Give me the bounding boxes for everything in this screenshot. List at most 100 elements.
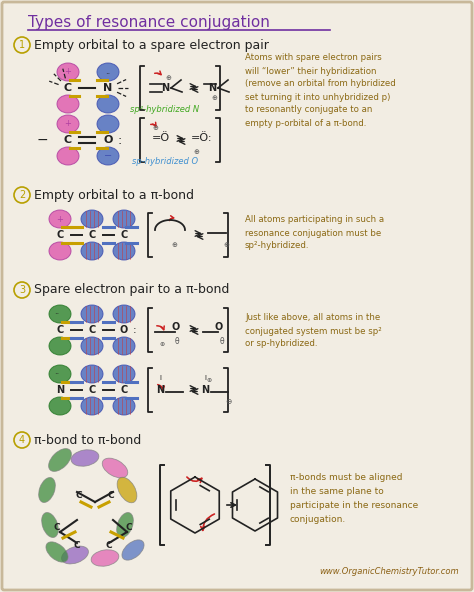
Text: =Ö:: =Ö: xyxy=(191,133,212,143)
Text: C: C xyxy=(76,491,82,500)
Text: ⊕: ⊕ xyxy=(171,242,177,248)
Text: O: O xyxy=(103,135,113,145)
Text: I: I xyxy=(204,375,206,381)
Text: C: C xyxy=(64,135,72,145)
Text: N: N xyxy=(208,83,216,93)
Text: ..: .. xyxy=(105,67,110,76)
Text: in the same plane to: in the same plane to xyxy=(290,487,384,497)
Text: www.OrganicChemistryTutor.com: www.OrganicChemistryTutor.com xyxy=(319,568,459,577)
Ellipse shape xyxy=(113,210,135,228)
Text: ⊕: ⊕ xyxy=(152,125,158,131)
Text: +: + xyxy=(56,214,64,224)
Ellipse shape xyxy=(113,242,135,260)
Ellipse shape xyxy=(49,305,71,323)
Ellipse shape xyxy=(49,365,71,383)
Text: conjugated system must be sp²: conjugated system must be sp² xyxy=(245,327,382,336)
Text: C: C xyxy=(88,385,96,395)
FancyArrowPatch shape xyxy=(151,123,156,126)
Text: N: N xyxy=(56,385,64,395)
Text: sp-hybridized O: sp-hybridized O xyxy=(132,157,198,166)
Ellipse shape xyxy=(81,397,103,415)
Text: C: C xyxy=(88,230,96,240)
Ellipse shape xyxy=(97,115,119,133)
Text: π-bonds must be aligned: π-bonds must be aligned xyxy=(290,474,402,482)
Text: participate in the resonance: participate in the resonance xyxy=(290,501,418,510)
Ellipse shape xyxy=(57,63,79,81)
Text: Empty orbital to a π-bond: Empty orbital to a π-bond xyxy=(34,188,194,201)
Ellipse shape xyxy=(42,513,58,538)
Text: :: : xyxy=(133,325,137,335)
Text: C: C xyxy=(120,230,128,240)
Text: C: C xyxy=(108,491,114,500)
Text: I: I xyxy=(159,375,161,381)
Ellipse shape xyxy=(91,550,119,566)
Ellipse shape xyxy=(113,365,135,383)
Text: +: + xyxy=(64,67,72,76)
Text: ⊕: ⊕ xyxy=(165,75,171,81)
Ellipse shape xyxy=(49,449,72,471)
Text: =Ö: =Ö xyxy=(152,133,170,143)
Text: 2: 2 xyxy=(19,190,25,200)
Text: will “lower” their hybridization: will “lower” their hybridization xyxy=(245,66,376,76)
Ellipse shape xyxy=(81,210,103,228)
Text: ⊖: ⊖ xyxy=(225,397,231,407)
Text: N: N xyxy=(161,83,169,93)
FancyArrowPatch shape xyxy=(201,514,214,530)
Ellipse shape xyxy=(113,397,135,415)
Text: C: C xyxy=(54,523,60,532)
Text: O: O xyxy=(120,325,128,335)
Text: ⊕: ⊕ xyxy=(159,342,164,346)
Text: Spare electron pair to a π-bond: Spare electron pair to a π-bond xyxy=(34,284,229,297)
Text: N: N xyxy=(103,83,113,93)
Text: empty p-orbital of a π-bond.: empty p-orbital of a π-bond. xyxy=(245,118,366,127)
Text: C: C xyxy=(126,523,132,532)
Text: resonance conjugation must be: resonance conjugation must be xyxy=(245,229,381,237)
Text: set turning it into unhybridized p): set turning it into unhybridized p) xyxy=(245,92,391,101)
Text: :: : xyxy=(118,134,122,146)
Ellipse shape xyxy=(113,305,135,323)
Text: Types of resonance conjugation: Types of resonance conjugation xyxy=(28,14,270,30)
Ellipse shape xyxy=(81,305,103,323)
Ellipse shape xyxy=(81,365,103,383)
FancyArrowPatch shape xyxy=(155,71,161,75)
Ellipse shape xyxy=(113,337,135,355)
Text: π-bond to π-bond: π-bond to π-bond xyxy=(34,433,141,446)
Ellipse shape xyxy=(117,477,137,503)
Ellipse shape xyxy=(122,540,144,560)
Text: Atoms with spare electron pairs: Atoms with spare electron pairs xyxy=(245,53,382,63)
Text: N: N xyxy=(201,385,209,395)
Text: −: − xyxy=(104,151,112,161)
Text: ⊕: ⊕ xyxy=(206,378,211,382)
Text: C: C xyxy=(120,385,128,395)
FancyArrowPatch shape xyxy=(157,326,164,330)
FancyArrowPatch shape xyxy=(158,385,164,390)
Text: O: O xyxy=(172,322,180,332)
Text: to resonantly conjugate to an: to resonantly conjugate to an xyxy=(245,105,373,114)
Ellipse shape xyxy=(97,147,119,165)
Text: −: − xyxy=(36,133,48,147)
Ellipse shape xyxy=(57,115,79,133)
Text: N: N xyxy=(156,385,164,395)
FancyArrowPatch shape xyxy=(187,477,202,482)
FancyArrowPatch shape xyxy=(169,215,173,221)
Ellipse shape xyxy=(97,95,119,113)
Text: ⊕: ⊕ xyxy=(211,95,217,101)
Ellipse shape xyxy=(117,513,133,538)
Ellipse shape xyxy=(97,63,119,81)
Text: C: C xyxy=(106,540,112,549)
Text: All atoms participating in such a: All atoms participating in such a xyxy=(245,215,384,224)
Text: θ: θ xyxy=(219,337,224,346)
Ellipse shape xyxy=(81,337,103,355)
Text: 3: 3 xyxy=(19,285,25,295)
Ellipse shape xyxy=(71,450,99,466)
Ellipse shape xyxy=(49,337,71,355)
Ellipse shape xyxy=(62,546,89,564)
Text: 4: 4 xyxy=(19,435,25,445)
Text: +: + xyxy=(64,120,72,128)
Text: C: C xyxy=(56,325,64,335)
Text: C: C xyxy=(88,325,96,335)
Text: C: C xyxy=(56,230,64,240)
Ellipse shape xyxy=(49,397,71,415)
Ellipse shape xyxy=(57,147,79,165)
Text: O: O xyxy=(215,322,223,332)
